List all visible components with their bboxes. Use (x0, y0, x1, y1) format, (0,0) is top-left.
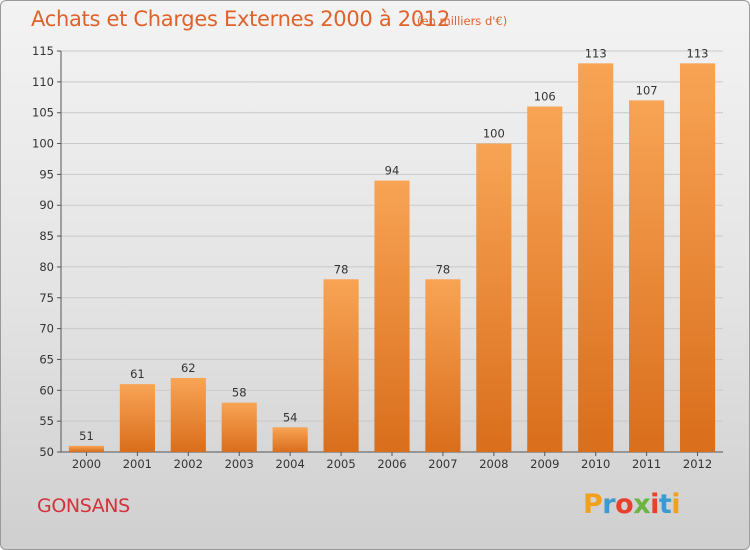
data-label-2009: 106 (534, 90, 556, 104)
x-tick-label-2006: 2006 (377, 457, 406, 471)
y-tick-label: 80 (39, 260, 54, 274)
logo-letter: P (583, 489, 603, 520)
logo-letter: i (671, 489, 681, 520)
place-name: GONSANS (37, 495, 130, 517)
bar-2007 (425, 279, 461, 452)
bar-2009 (527, 106, 563, 453)
x-tick-label-2007: 2007 (428, 457, 457, 471)
x-tick-label-2011: 2011 (632, 457, 661, 471)
chart-subtitle: (en milliers d'€) (417, 14, 508, 28)
x-tick-label-2002: 2002 (174, 457, 203, 471)
logo-letter: r (602, 489, 616, 520)
y-tick-label: 115 (32, 44, 54, 58)
y-tick-label: 105 (32, 106, 54, 120)
chart-title: Achats et Charges Externes 2000 à 2012 (31, 7, 451, 31)
data-label-2006: 94 (385, 164, 400, 178)
x-tick-label-2012: 2012 (683, 457, 712, 471)
bar-2003 (221, 402, 257, 452)
bar-2000 (68, 445, 105, 452)
bar-2012 (679, 63, 716, 452)
data-label-2002: 62 (181, 361, 196, 375)
logo-letter: x (633, 489, 651, 520)
bar-2004 (272, 427, 308, 452)
x-tick-label-2008: 2008 (479, 457, 508, 471)
data-label-2001: 61 (130, 367, 145, 381)
data-label-2011: 107 (636, 83, 658, 97)
y-tick-label: 50 (39, 445, 54, 459)
x-tick-label-2004: 2004 (276, 457, 305, 471)
x-tick-label-2001: 2001 (123, 457, 152, 471)
x-tick-label-2003: 2003 (225, 457, 254, 471)
data-label-2005: 78 (334, 262, 349, 276)
bar-2005 (323, 279, 359, 452)
y-tick-label: 95 (39, 167, 54, 181)
data-label-2000: 51 (79, 429, 94, 443)
logo-letter: t (658, 489, 672, 520)
bar-2002 (170, 377, 206, 452)
y-tick-label: 90 (39, 198, 54, 212)
logo-letter: o (615, 489, 634, 520)
y-tick-label: 75 (39, 291, 54, 305)
y-tick-label: 110 (32, 75, 54, 89)
bar-2008 (476, 143, 512, 453)
data-label-2003: 58 (232, 386, 247, 400)
bar-2010 (578, 63, 614, 452)
bars (68, 63, 716, 453)
data-label-2012: 113 (687, 46, 709, 60)
y-tick-label: 100 (32, 137, 54, 151)
x-tick-label-2005: 2005 (326, 457, 355, 471)
y-tick-label: 70 (39, 322, 54, 336)
bar-2001 (119, 384, 155, 452)
bar-2006 (374, 180, 410, 453)
y-tick-label: 65 (39, 352, 54, 366)
y-tick-label: 85 (39, 229, 54, 243)
data-label-2007: 78 (436, 262, 451, 276)
proxiti-logo[interactable]: Proxiti (583, 489, 681, 520)
bar-2011 (629, 100, 665, 452)
y-tick-label: 55 (39, 414, 54, 428)
logo-letter: i (650, 489, 659, 520)
labels: 51 2000 61 2001 62 2002 58 2003 54 2004 78 2005 94 20… (72, 46, 712, 471)
x-tick-label-2000: 2000 (72, 457, 101, 471)
data-label-2004: 54 (283, 410, 298, 424)
data-label-2010: 113 (585, 46, 607, 60)
x-tick-label-2009: 2009 (530, 457, 559, 471)
data-label-2008: 100 (483, 127, 505, 141)
y-tick-label: 60 (39, 383, 54, 397)
x-tick-label-2010: 2010 (581, 457, 610, 471)
